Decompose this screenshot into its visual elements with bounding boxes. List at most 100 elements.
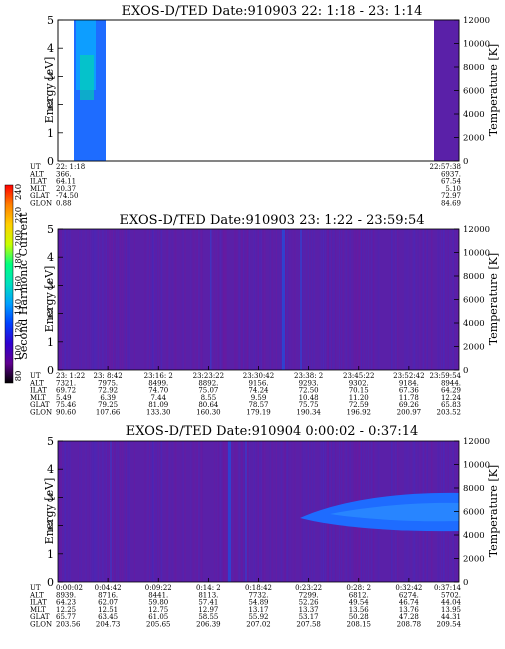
ephemeris-value: 20.37 bbox=[56, 185, 76, 193]
spectrogram-streak bbox=[323, 229, 325, 370]
ephemeris-value: 12.97 bbox=[198, 606, 218, 614]
ephemeris-value: 74.24 bbox=[248, 387, 269, 395]
y2-tick-label: 8000 bbox=[463, 63, 485, 73]
spectrogram-streak bbox=[94, 229, 96, 370]
ephemeris-value: 7321. bbox=[56, 379, 76, 387]
spectrogram-streak bbox=[157, 229, 159, 370]
spectrogram-streak bbox=[271, 441, 273, 582]
ephemeris-row-label: GLAT bbox=[30, 192, 50, 200]
ephemeris-value: 5.49 bbox=[56, 394, 72, 402]
ephemeris-value: 206.39 bbox=[196, 621, 221, 629]
spectrogram-streak bbox=[200, 441, 202, 582]
y2-tick-label: 8000 bbox=[463, 272, 485, 282]
spectrogram-streak bbox=[69, 229, 71, 370]
spectrogram-streak bbox=[355, 229, 357, 370]
spectrogram-streak bbox=[192, 441, 194, 582]
spectrogram-streak bbox=[152, 441, 153, 582]
ephemeris-value: 23:45:22 bbox=[343, 372, 374, 380]
spectrogram-streak bbox=[299, 441, 301, 582]
spectrogram-streak bbox=[68, 229, 70, 370]
ephemeris-value: 62.07 bbox=[98, 599, 118, 607]
ephemeris-value: 13.95 bbox=[441, 606, 461, 614]
spectrogram-streak bbox=[197, 441, 199, 582]
spectrogram-streak bbox=[286, 229, 288, 370]
spectrogram-streak bbox=[58, 229, 60, 370]
y2-tick-label: 2000 bbox=[463, 555, 485, 565]
spectrogram-streak bbox=[157, 441, 159, 582]
spectrogram-streak bbox=[225, 441, 227, 582]
y2-tick-label: 0 bbox=[463, 157, 468, 167]
ephemeris-row-label: UT bbox=[30, 372, 41, 380]
spectrogram-streak bbox=[242, 229, 245, 370]
spectrogram-streak bbox=[126, 229, 128, 370]
spectrogram-streak bbox=[339, 229, 341, 370]
ephemeris-value: 7732. bbox=[248, 591, 268, 599]
spectrogram-streak bbox=[103, 441, 105, 582]
spectrogram-streak bbox=[260, 229, 263, 370]
spectrogram-streak bbox=[244, 441, 246, 582]
spectrogram-streak bbox=[80, 441, 82, 582]
spectrogram-streak bbox=[125, 441, 127, 582]
ephemeris-value: 72.59 bbox=[349, 401, 369, 409]
spectrogram-streak bbox=[65, 441, 67, 582]
spectrogram-streak bbox=[158, 441, 159, 582]
ephemeris-value: 13.17 bbox=[248, 606, 268, 614]
spectrogram-streak bbox=[179, 229, 181, 370]
ephemeris-value: 67.54 bbox=[441, 178, 462, 186]
spectrogram-streak bbox=[160, 441, 163, 582]
ephemeris-value: 0:00:02 bbox=[56, 584, 83, 592]
ephemeris-value: 207.58 bbox=[296, 621, 321, 629]
ephemeris-value: 61.05 bbox=[148, 613, 168, 621]
spectrogram-bright-streak bbox=[300, 229, 302, 370]
spectrogram-streak bbox=[422, 229, 425, 370]
spectrogram-streak bbox=[106, 441, 108, 582]
spectrogram-streak bbox=[126, 441, 128, 582]
spectrogram-streak bbox=[97, 229, 100, 370]
spectrogram-streak bbox=[128, 441, 130, 582]
spectrogram-streak bbox=[194, 441, 196, 582]
ephemeris-value: 0:28: 2 bbox=[346, 584, 371, 592]
spectrogram-streak bbox=[175, 441, 177, 582]
ephemeris-value: 81.09 bbox=[148, 401, 168, 409]
spectrogram-streak bbox=[342, 229, 344, 370]
y-tick-label: 3 bbox=[47, 279, 54, 292]
spectrogram-bright-streak bbox=[282, 229, 285, 370]
spectrogram-streak bbox=[94, 441, 96, 582]
spectrogram-streak bbox=[110, 229, 112, 370]
spectrogram-streak bbox=[365, 229, 367, 370]
ephemeris-value: 23:30:42 bbox=[243, 372, 274, 380]
ephemeris-value: 5.10 bbox=[445, 185, 461, 193]
spectrogram-streak bbox=[150, 441, 152, 582]
colorbar-tick-label: 240 bbox=[14, 184, 24, 200]
spectrogram-streak bbox=[269, 229, 271, 370]
spectrogram-streak bbox=[238, 441, 240, 582]
spectrogram-streak bbox=[340, 229, 342, 370]
spectrogram-streak bbox=[200, 229, 203, 370]
y-tick-label: 4 bbox=[47, 463, 54, 476]
spectrogram-streak bbox=[391, 229, 393, 370]
y2-tick-label: 0 bbox=[463, 578, 468, 588]
panel-3-y2-ticks: 0 2000 4000 6000 8000 10000 12000 bbox=[454, 437, 490, 588]
ephemeris-value: 22: 1:18 bbox=[56, 163, 85, 171]
spectrogram-streak bbox=[373, 229, 375, 370]
ephemeris-value: 54.89 bbox=[248, 599, 268, 607]
spectrogram-streak bbox=[223, 229, 225, 370]
spectrogram-streak bbox=[329, 229, 332, 370]
spectrogram-streak bbox=[284, 441, 286, 582]
spectrogram-streak bbox=[307, 441, 309, 582]
spectrogram-streak bbox=[109, 441, 111, 582]
spectrogram-streak bbox=[286, 229, 289, 370]
spectrogram-streak bbox=[313, 441, 315, 582]
ephemeris-value: 64.29 bbox=[441, 387, 461, 395]
spectrogram-streak bbox=[67, 229, 69, 370]
spectrogram-streak bbox=[258, 229, 260, 370]
spectrogram-streak bbox=[148, 229, 151, 370]
ephemeris-value: 366. bbox=[56, 170, 72, 178]
spectrogram-streak bbox=[357, 229, 360, 370]
panel-1-y2label: Temperature [K] bbox=[487, 44, 500, 136]
ephemeris-value: 64.23 bbox=[56, 599, 76, 607]
ephemeris-row-label: ILAT bbox=[30, 178, 47, 186]
ephemeris-value: 65.77 bbox=[56, 613, 76, 621]
y-tick-label: 1 bbox=[47, 548, 54, 561]
ephemeris-value: 160.30 bbox=[196, 409, 221, 417]
